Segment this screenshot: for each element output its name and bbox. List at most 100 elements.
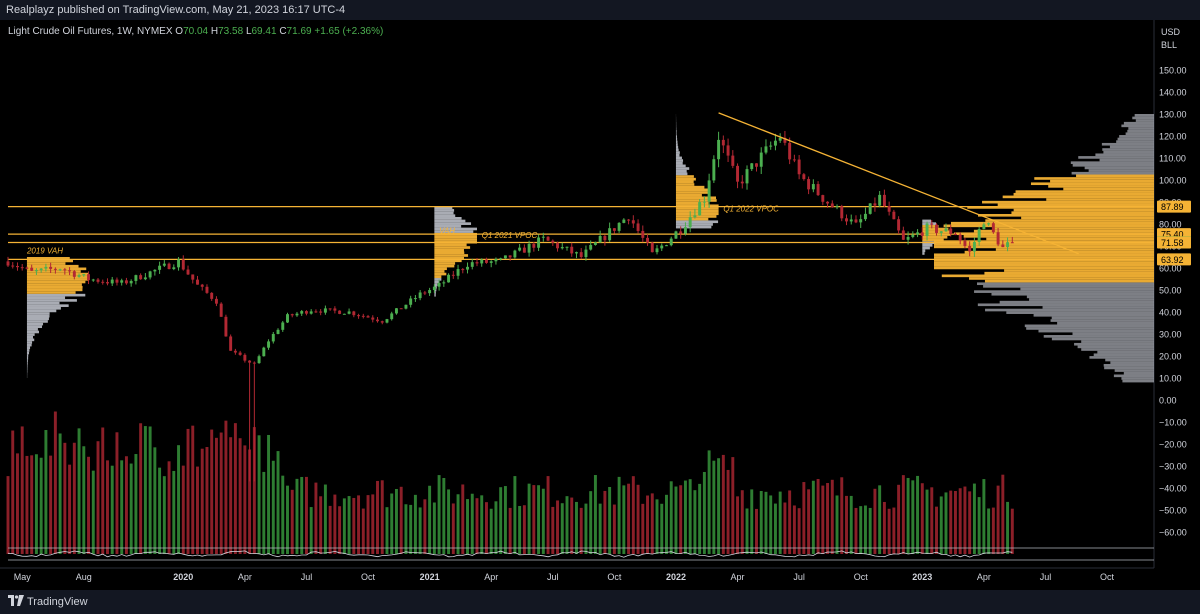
volume-profile-row [984,271,1154,275]
candle-body [683,227,687,234]
candle-body [25,267,29,269]
candle-body [925,223,929,236]
time-tick-label: Jul [793,572,805,582]
volume-profile-row [1089,356,1154,359]
volume-profile-row [26,299,77,302]
volume-bar [508,507,512,554]
volume-bar [503,486,507,554]
volume-bar [593,475,597,554]
candle-body [186,269,190,275]
volume-bar [34,454,38,554]
candle-body [726,145,730,156]
candle-body [669,238,673,246]
volume-bar [139,423,143,554]
volume-profile-row [977,282,1154,286]
volume-bar [409,504,413,554]
volume-bar [527,483,531,554]
volume-profile-row [1097,350,1154,354]
volume-profile-row [26,283,82,286]
volume-profile-row [26,304,69,307]
volume-bar [167,461,171,554]
volume-bar [683,480,687,554]
volume-bar [660,503,664,554]
volume-bar [958,488,962,554]
volume-profile-row [1103,150,1154,154]
candle-body [920,232,924,236]
candle-body [527,243,531,253]
volume-profile-row [26,333,35,336]
volume-bar [338,506,342,554]
volume-profile-row [934,253,1154,257]
time-tick-label: Jul [1040,572,1052,582]
candle-body [233,350,237,353]
volume-profile-row [1105,358,1154,362]
candle-body [1010,242,1014,244]
volume-bar [811,480,815,554]
volume-profile-row [1084,166,1154,170]
candle-body [489,261,493,263]
volume-bar [797,508,801,554]
volume-profile-row [1119,135,1154,138]
candle-body [276,329,280,334]
volume-profile-row [26,301,60,305]
time-tick-label: Aug [76,572,92,582]
volume-bar [731,457,735,554]
price-chart[interactable]: 2019 VAH VAH Q1 2021 VPOC Q1 2022 VPOC 150.… [0,20,1200,590]
legend-high-label: H [210,26,219,37]
volume-bar [134,454,138,554]
volume-bar [380,480,384,554]
volume-bar [30,455,34,554]
candle-body [295,313,299,316]
candle-body [148,271,152,278]
volume-profile-row [1121,124,1154,128]
volume-bar [224,420,228,554]
candle-body [158,265,162,270]
oscillator-pane [7,547,1154,561]
volume-bar [873,488,877,554]
volume-bar [612,504,616,554]
volume-bar [262,471,266,554]
price-label-text: 63.92 [1161,255,1184,265]
volume-bar [87,456,91,554]
volume-bar [537,485,541,554]
volume-bar [968,491,972,554]
candle-body [897,219,901,231]
volume-profile-row [1024,324,1154,328]
candle-body [622,219,626,223]
volume-profile-row [977,303,1154,307]
volume-bar [721,454,725,554]
price-axis: 150.00140.00130.00120.00110.00100.0090.0… [1159,66,1187,538]
volume-profile-row [26,285,83,289]
volume-bar [608,486,612,554]
candle-body [750,163,754,170]
volume-bar [371,494,375,554]
volume-bar [484,502,488,554]
volume-profile-row [26,341,33,344]
volume-bar [665,494,668,554]
volume-profile-row [922,246,930,250]
candle-body [987,223,991,225]
volume-profile-row [934,240,1154,243]
candle-body [949,228,953,235]
volume-bar [977,497,981,554]
axis-units: USD BLL [1161,26,1180,52]
price-tick-label: −10.00 [1159,418,1187,428]
time-tick-label: Oct [361,572,376,582]
volume-bar [679,485,683,554]
volume-profile-row [26,288,83,292]
candle-body [702,201,706,203]
volume-profile-row [1020,287,1154,291]
candle-body [428,290,432,294]
volume-profile-row [934,258,1154,262]
volume-bar [740,490,744,554]
unit-label: BLL [1161,40,1178,50]
candle-body [191,274,195,280]
volume-bar [77,428,81,554]
volume-profile-row [26,280,86,284]
volume-profile-row [1078,156,1154,159]
volume-bar [342,498,346,554]
volume-profile-row [1104,366,1154,370]
volume-bar [129,463,133,554]
volume-profile-row [1006,311,1154,314]
